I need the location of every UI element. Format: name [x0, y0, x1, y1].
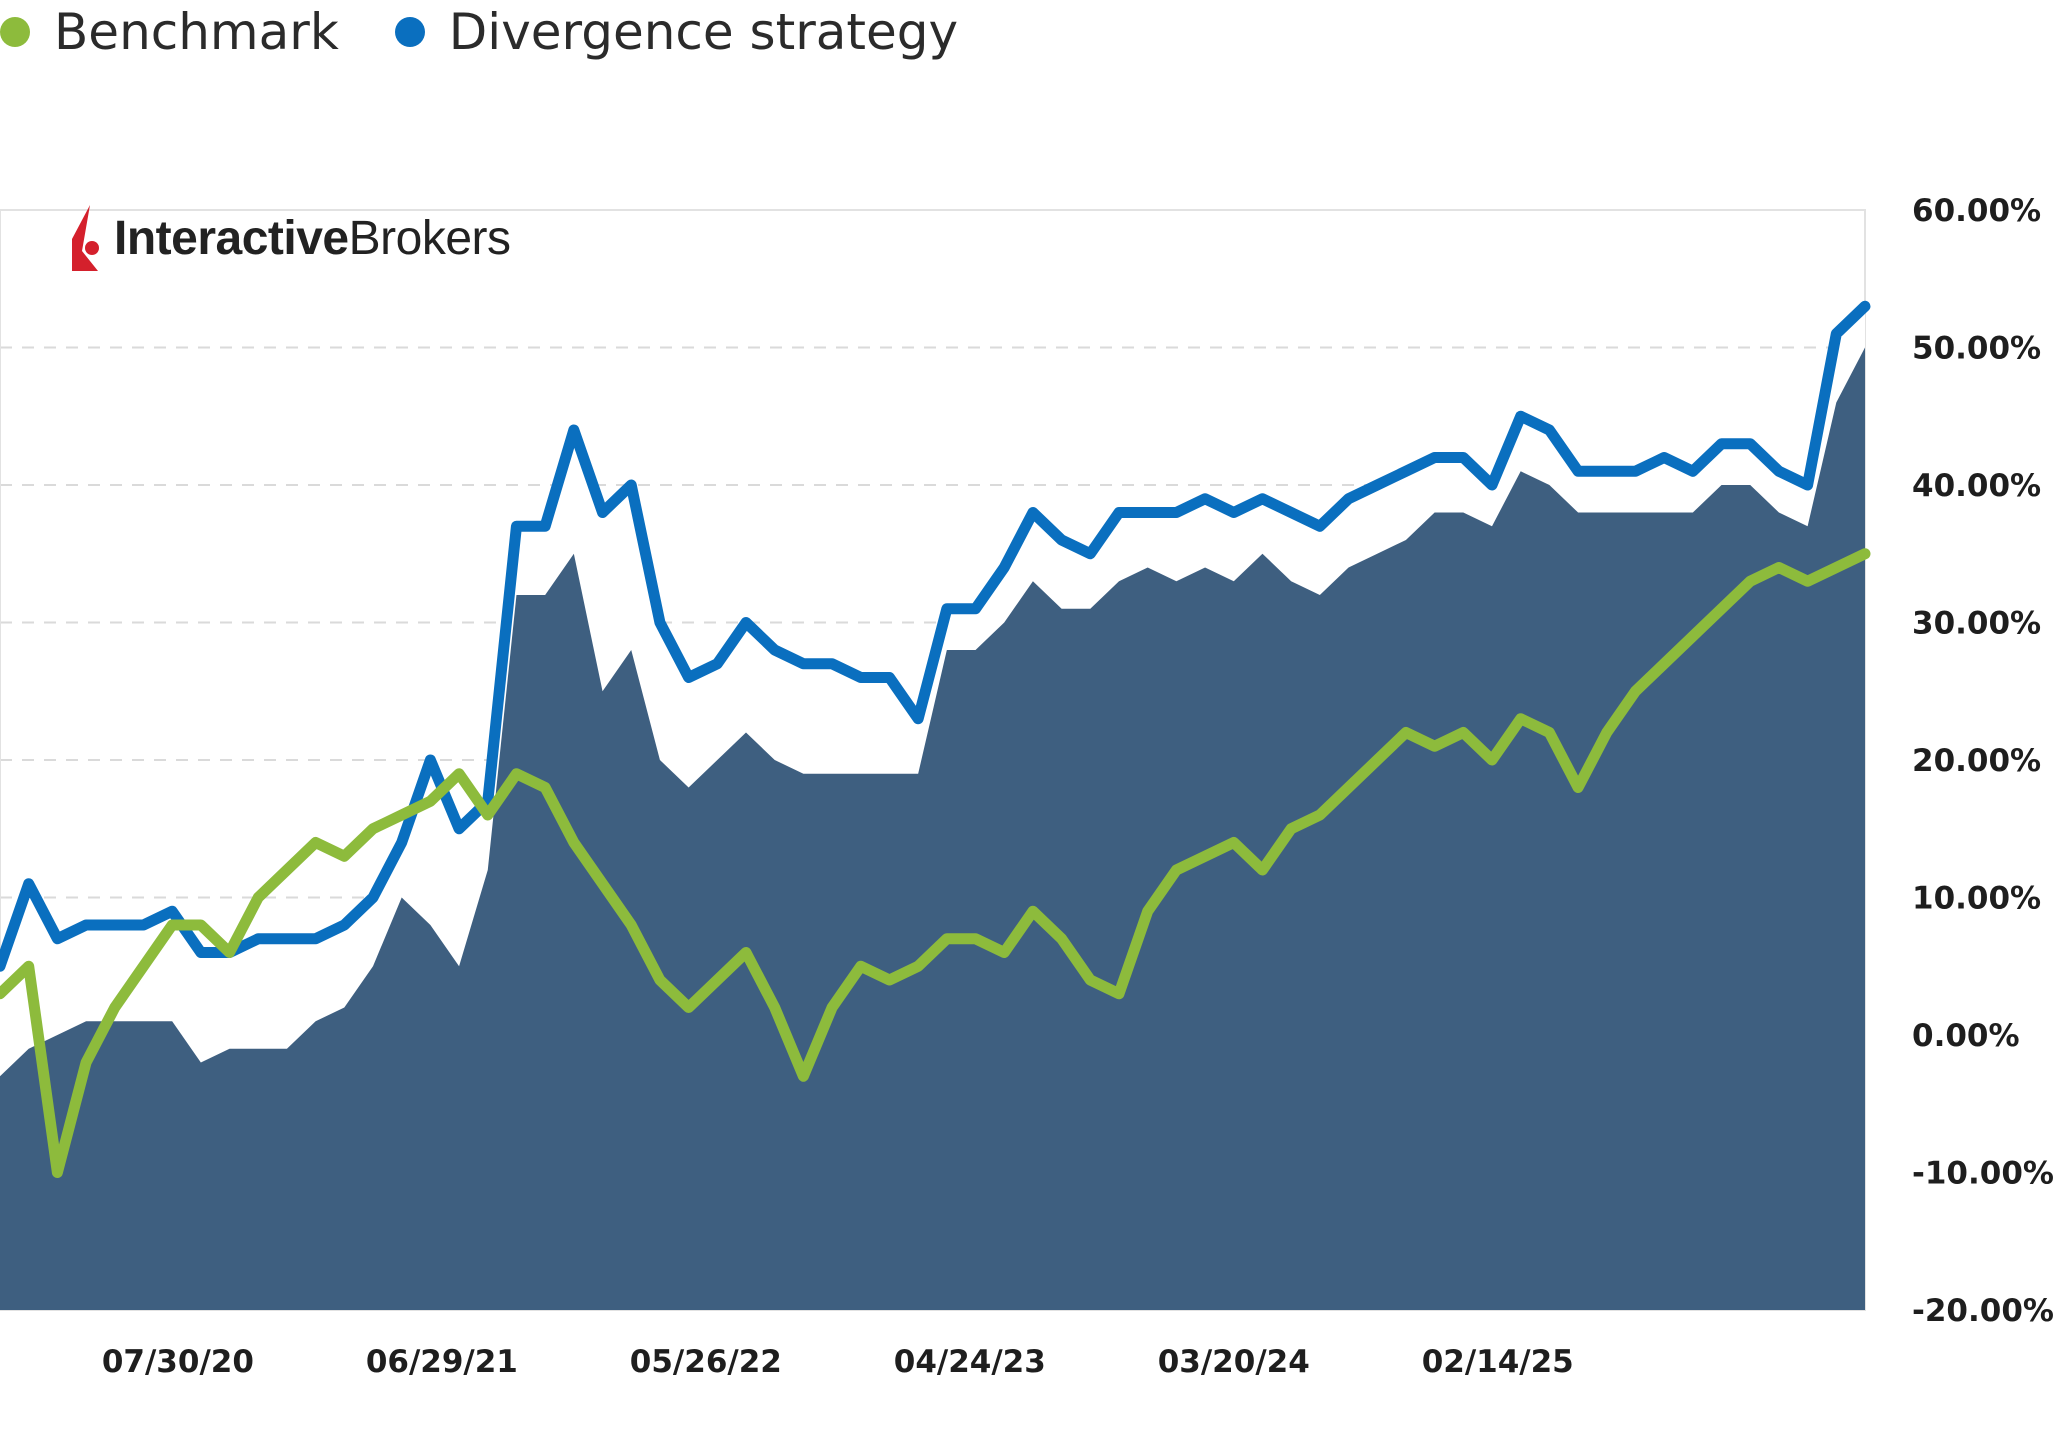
strategy-dot-icon [394, 17, 425, 47]
y-tick-label: 30.00% [1912, 606, 2041, 642]
x-axis-ticks: 07/30/20 06/29/21 05/26/22 04/24/23 03/20/24… [102, 1344, 1574, 1380]
y-tick-label: 60.00% [1912, 193, 2041, 229]
benchmark-dot-icon [0, 17, 30, 47]
ib-logo-icon [72, 205, 99, 271]
legend-item-benchmark[interactable]: Benchmark [0, 3, 339, 61]
logo-text-bold: Interactive [114, 211, 349, 265]
strategy-gap-band [0, 306, 1865, 1077]
x-tick-label: 06/29/21 [366, 1344, 518, 1380]
y-tick-label: 50.00% [1912, 331, 2041, 367]
y-tick-label: -20.00% [1912, 1293, 2054, 1329]
series-layer [0, 300, 1871, 1310]
y-tick-label: -10.00% [1912, 1156, 2054, 1192]
legend-label-benchmark: Benchmark [54, 3, 339, 61]
y-tick-label: 40.00% [1912, 468, 2041, 504]
x-tick-label: 03/20/24 [1158, 1344, 1310, 1380]
legend-item-divergence-strategy[interactable]: Divergence strategy [394, 3, 959, 61]
logo-text-regular: Brokers [348, 211, 511, 265]
legend-label-divergence-strategy: Divergence strategy [448, 3, 959, 61]
benchmark-line [0, 548, 1871, 1178]
x-tick-label: 05/26/22 [630, 1344, 782, 1380]
strategy-area [0, 347, 1865, 1310]
y-tick-label: 0.00% [1912, 1018, 2020, 1054]
x-tick-label: 02/14/25 [1422, 1344, 1574, 1380]
y-tick-label: 20.00% [1912, 743, 2041, 779]
interactive-brokers-logo: InteractiveBrokers [68, 205, 511, 271]
y-axis-ticks: 60.00% 50.00% 40.00% 30.00% 20.00% 10.00% 0.00… [1912, 193, 2054, 1329]
legend: Benchmark Divergence strategy [0, 0, 1014, 64]
x-tick-label: 04/24/23 [894, 1344, 1046, 1380]
y-tick-label: 10.00% [1912, 881, 2041, 917]
x-tick-label: 07/30/20 [102, 1344, 254, 1380]
divergence-strategy-line [0, 300, 1871, 972]
